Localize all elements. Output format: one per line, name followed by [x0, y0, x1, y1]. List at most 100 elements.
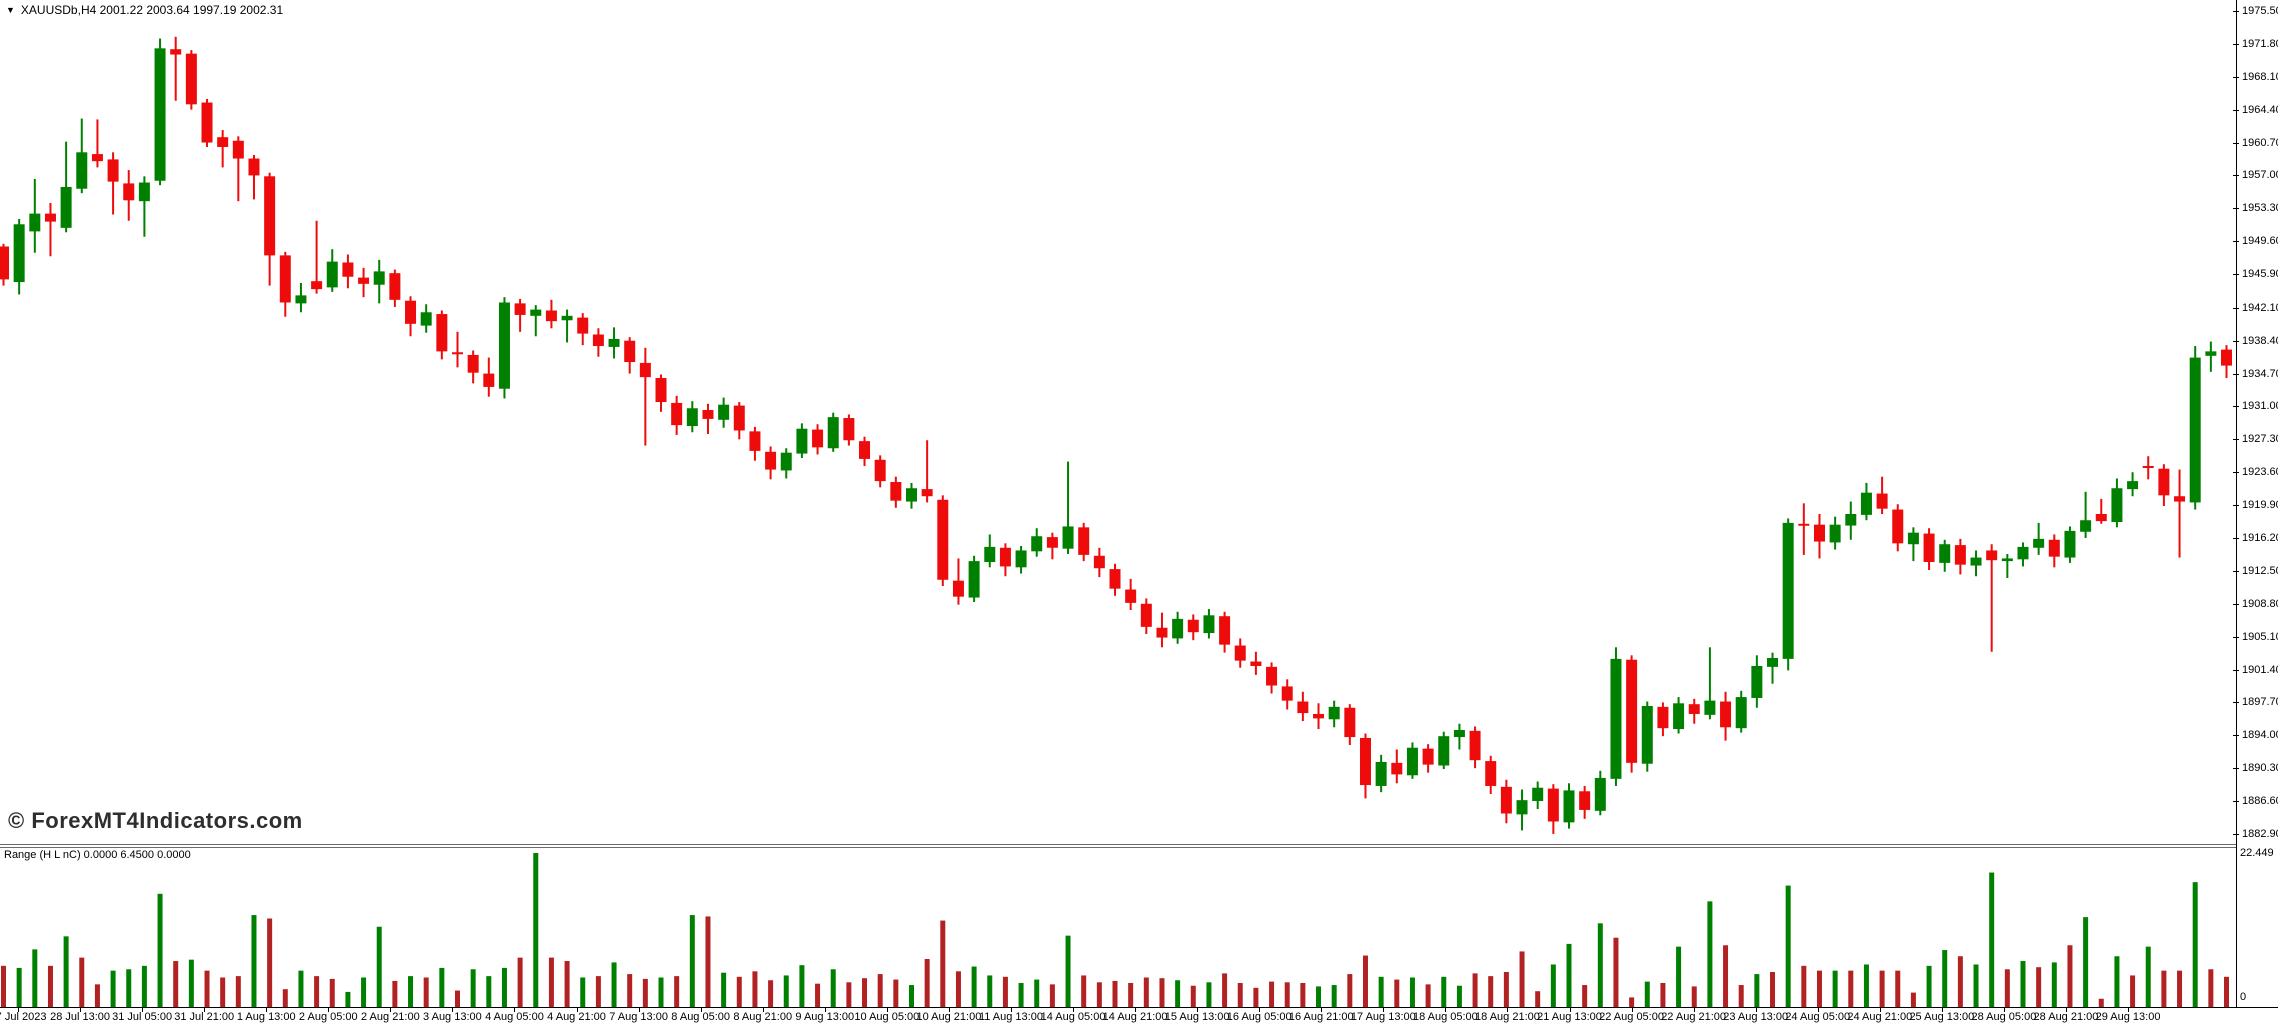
- candle-body-up: [1641, 705, 1653, 764]
- histogram-bar: [1676, 946, 1682, 1007]
- price-axis-line[interactable]: [2236, 0, 2237, 1007]
- histogram-bar: [2192, 882, 2198, 1007]
- candle-body-up: [1594, 777, 1606, 811]
- time-axis-tick: [948, 1008, 950, 1012]
- time-axis-tick: [1073, 1008, 1075, 1012]
- candle-body-down: [358, 277, 370, 284]
- histogram-bar: [533, 852, 539, 1007]
- candle-body-down: [232, 140, 244, 159]
- candle-body-up: [420, 312, 432, 326]
- candle-body-down: [1391, 762, 1403, 775]
- histogram-bar: [1801, 965, 1807, 1007]
- histogram-bar: [47, 965, 53, 1007]
- histogram-bar: [940, 920, 946, 1007]
- candle-body-down: [1046, 537, 1058, 548]
- time-axis-label: 3 Aug 13:00: [423, 1011, 482, 1023]
- candle-body-up: [1406, 747, 1418, 776]
- price-axis-label: 1942.10: [2242, 301, 2278, 314]
- time-axis-label: 28 Aug 05:00: [1971, 1011, 2037, 1023]
- price-axis-tick: [2233, 340, 2239, 342]
- price-axis-label: 1957.00: [2242, 169, 2278, 182]
- histogram-bar: [235, 976, 241, 1007]
- histogram-bar: [1034, 979, 1040, 1007]
- candle-body-down: [671, 402, 683, 426]
- candle-body-down: [624, 340, 636, 363]
- panel-separator-line[interactable]: [0, 847, 2236, 848]
- histogram-bar: [1253, 987, 1259, 1007]
- price-axis-label: 1894.00: [2242, 729, 2278, 742]
- price-axis-tick: [2233, 801, 2239, 803]
- histogram-bar: [736, 976, 742, 1007]
- candle-body-down: [1798, 523, 1810, 526]
- histogram-bar: [580, 977, 586, 1007]
- panel-separator-line[interactable]: [0, 844, 2236, 845]
- histogram-bar: [32, 949, 38, 1007]
- time-axis-tick: [18, 1008, 19, 1012]
- histogram-bar: [2020, 961, 2026, 1007]
- candle-body-up: [373, 271, 385, 285]
- histogram-bar: [1629, 997, 1635, 1007]
- histogram-bar: [1848, 970, 1854, 1007]
- price-axis-label: 1927.30: [2242, 433, 2278, 446]
- histogram-bar: [1942, 950, 1948, 1007]
- candle-body-down: [1688, 704, 1700, 714]
- candle-body-down: [1344, 707, 1356, 738]
- candlestick-chart[interactable]: [0, 0, 2236, 846]
- candle-body-down: [185, 53, 197, 105]
- watermark-text: © ForexMT4Indicators.com: [8, 808, 303, 833]
- candle-body-up: [608, 338, 620, 347]
- histogram-bar: [987, 975, 993, 1007]
- candle-body-down: [952, 580, 964, 597]
- time-axis-label: 7 Aug 13:00: [609, 1011, 668, 1023]
- price-axis-tick: [2233, 208, 2239, 210]
- price-axis-label: 1901.40: [2242, 663, 2278, 676]
- time-axis-line[interactable]: [0, 1007, 2278, 1008]
- histogram-bar: [1331, 985, 1337, 1007]
- price-axis-label: 1971.80: [2242, 37, 2278, 50]
- candle-body-down: [1954, 545, 1966, 565]
- time-axis-label: 29 Aug 13:00: [2095, 1011, 2161, 1023]
- candle-body-up: [1563, 790, 1575, 823]
- candle-body-down: [279, 255, 291, 303]
- time-axis-label: 10 Aug 05:00: [854, 1011, 920, 1023]
- histogram-bar: [1300, 982, 1306, 1007]
- histogram-bar: [2224, 976, 2230, 1007]
- price-axis-tick: [2233, 537, 2239, 539]
- histogram-bar: [1096, 982, 1102, 1007]
- histogram-bar: [439, 967, 445, 1007]
- price-axis-tick: [2233, 472, 2239, 474]
- histogram-bar: [1269, 981, 1275, 1007]
- candle-wick-down: [252, 154, 255, 200]
- histogram-bar: [1691, 986, 1697, 1007]
- range-indicator-histogram[interactable]: [0, 0, 2236, 1007]
- candle-wick-up: [2209, 341, 2212, 372]
- candle-body-up: [1970, 557, 1982, 566]
- histogram-bar: [2036, 967, 2042, 1007]
- histogram-bar: [1989, 872, 1995, 1007]
- candle-body-up: [1782, 522, 1794, 659]
- histogram-bar: [1879, 970, 1885, 1007]
- time-axis-tick: [514, 1008, 516, 1012]
- candle-wick-down: [1802, 503, 1805, 555]
- histogram-bar: [486, 976, 492, 1007]
- chart-dropdown-triangle-icon[interactable]: ▼: [6, 5, 15, 15]
- candle-body-down: [592, 334, 604, 347]
- price-axis-tick: [2233, 307, 2239, 309]
- price-axis-label: 1964.40: [2242, 103, 2278, 116]
- candle-body-down: [1359, 737, 1371, 786]
- price-axis-tick: [2233, 274, 2239, 276]
- candle-body-up: [796, 428, 808, 454]
- histogram-bar: [658, 977, 664, 1007]
- price-axis-label: 1934.70: [2242, 367, 2278, 380]
- histogram-bar: [298, 970, 304, 1007]
- candle-wick-up: [534, 305, 537, 337]
- candle-body-down: [1923, 533, 1935, 562]
- histogram-bar: [1519, 951, 1525, 1007]
- histogram-bar: [1081, 975, 1087, 1007]
- histogram-bar: [517, 957, 523, 1007]
- histogram-bar: [1002, 976, 1008, 1007]
- histogram-bar: [392, 980, 398, 1007]
- histogram-bar: [423, 977, 429, 1007]
- candle-body-down: [639, 362, 651, 378]
- histogram-bar: [674, 976, 680, 1007]
